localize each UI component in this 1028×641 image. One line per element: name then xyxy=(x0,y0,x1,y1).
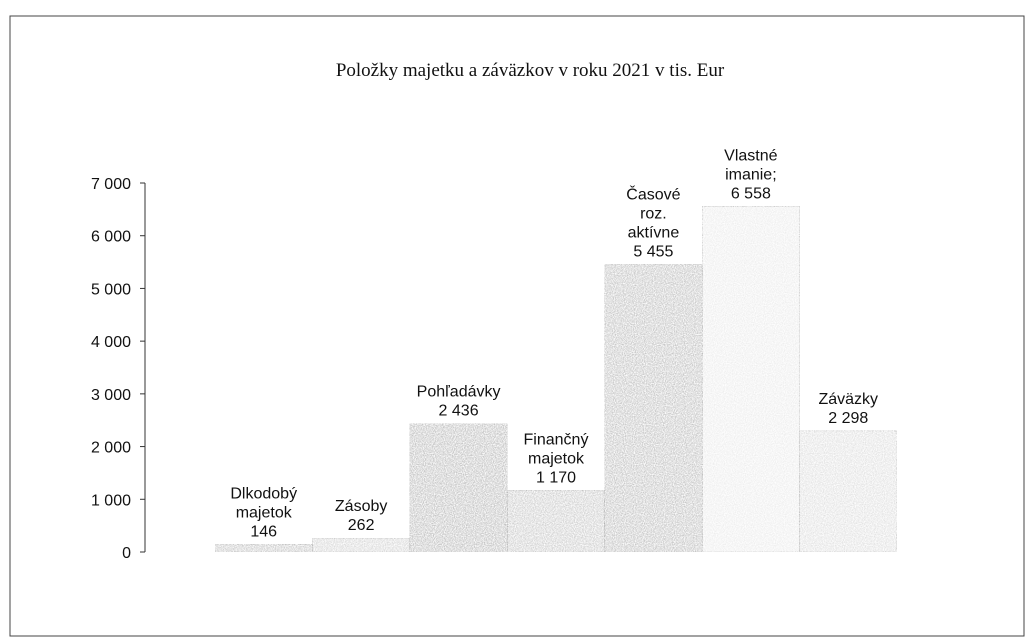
bar-label: aktívne xyxy=(628,224,680,241)
y-tick-label: 4 000 xyxy=(91,334,131,351)
y-tick-label: 5 000 xyxy=(91,281,131,298)
bar-label: Pohľadávky xyxy=(417,384,501,401)
bar-label: Dlkodobý xyxy=(230,485,297,502)
bar xyxy=(506,490,606,553)
value-label: 6 558 xyxy=(731,185,771,202)
bar-label: imanie; xyxy=(725,166,777,183)
bar-label: majetok xyxy=(236,504,293,521)
y-tick-label: 3 000 xyxy=(91,387,131,404)
value-label: 2 436 xyxy=(439,403,479,420)
y-tick-label: 2 000 xyxy=(91,440,131,457)
value-label: 1 170 xyxy=(536,469,576,486)
value-label: 2 298 xyxy=(828,410,868,427)
chart-title: Položky majetku a záväzkov v roku 2021 v… xyxy=(336,60,725,81)
bar-label: roz. xyxy=(640,205,667,222)
bar xyxy=(701,205,800,553)
bar-label: Finančný xyxy=(524,431,589,448)
y-tick-label: 1 000 xyxy=(91,492,131,509)
bar xyxy=(409,423,508,553)
bar-label: Časové xyxy=(626,184,680,203)
bar-label: Zásoby xyxy=(335,498,387,515)
bar-label: Vlastné xyxy=(724,147,777,164)
bar-label: Záväzky xyxy=(818,391,878,408)
bar xyxy=(604,264,703,553)
y-tick-label: 0 xyxy=(122,545,131,562)
value-label: 146 xyxy=(250,523,277,540)
bar xyxy=(799,430,898,553)
bar-label: majetok xyxy=(528,450,585,467)
bar xyxy=(214,544,313,553)
y-tick-label: 7 000 xyxy=(91,176,131,193)
value-label: 5 455 xyxy=(633,243,673,260)
bar xyxy=(312,537,411,553)
value-label: 262 xyxy=(348,517,375,534)
y-tick-label: 6 000 xyxy=(91,229,131,246)
chart-frame xyxy=(9,15,1025,637)
